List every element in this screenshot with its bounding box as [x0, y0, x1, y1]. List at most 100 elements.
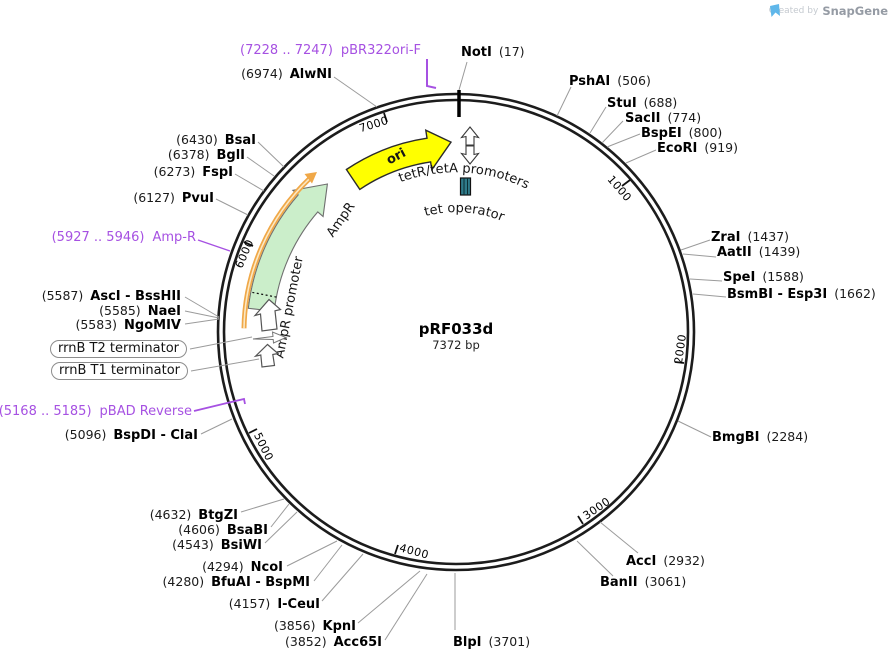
enzyme-pos: (3856)	[273, 618, 316, 633]
rrnb-t2-terminator-label[interactable]: rrnB T2 terminator	[50, 340, 187, 358]
enzyme-pos: (1439)	[758, 244, 801, 259]
enzyme-label-bspei[interactable]: BspEI (800)	[641, 125, 722, 141]
ampr-promoter-icon[interactable]	[253, 298, 282, 332]
enzyme-label-asci-bsshii[interactable]: (5587) AscI - BssHII	[42, 288, 181, 304]
enzyme-name: BspDI - ClaI	[113, 428, 198, 443]
ampr-arrow-shape[interactable]	[247, 183, 329, 312]
tet-promoters-icon[interactable]	[460, 126, 480, 165]
orf-arrow[interactable]	[241, 172, 317, 329]
ampr-label[interactable]: AmpR	[324, 200, 359, 240]
enzyme-label-sacii[interactable]: SacII (774)	[625, 110, 701, 126]
enzyme-label-pshai[interactable]: PshAI (506)	[569, 73, 651, 89]
tick-label-2000: 2000	[672, 333, 689, 365]
ampr-feature-arrow[interactable]	[247, 183, 329, 312]
enzyme-label-bspdi-clai[interactable]: (5096) BspDI - ClaI	[65, 427, 198, 443]
rrnb-t2-terminator-icon[interactable]	[252, 331, 288, 344]
primer-label-pbad-reverse[interactable]: (5168 .. 5185) pBAD Reverse	[0, 404, 192, 419]
enzyme-name: SpeI	[723, 270, 756, 285]
watermark-brand: SnapGene	[822, 4, 888, 18]
enzyme-label-zrai[interactable]: ZraI (1437)	[711, 229, 789, 245]
enzyme-name: KpnI	[322, 619, 356, 634]
orf-arc-inner	[243, 177, 311, 329]
enzyme-label-banii[interactable]: BanII (3061)	[600, 574, 686, 590]
enzyme-pos: (774)	[667, 110, 702, 125]
pointer-lines	[184, 61, 727, 641]
primer-name: pBAD Reverse	[99, 404, 192, 419]
enzyme-label-pvui[interactable]: (6127) PvuI	[133, 190, 214, 206]
enzyme-label-fspi[interactable]: (6273) FspI	[154, 164, 233, 180]
primer-range: (7228 .. 7247)	[240, 43, 333, 58]
enzyme-name: BmgBI	[712, 430, 760, 445]
enzyme-label-alwni[interactable]: (6974) AlwNI	[241, 66, 332, 82]
enzyme-name: BtgZI	[198, 508, 238, 523]
enzyme-pos: (1437)	[747, 229, 790, 244]
enzyme-name: ZraI	[711, 230, 741, 245]
enzyme-name: FspI	[202, 165, 233, 180]
enzyme-name: BlpI	[453, 635, 482, 650]
enzyme-label-bgli[interactable]: (6378) BglI	[168, 147, 245, 163]
primer-name: Amp-R	[152, 230, 196, 245]
tick-label-7000: 7000	[358, 114, 390, 135]
enzyme-label-acci[interactable]: AccI (2932)	[626, 553, 705, 569]
enzyme-pos: (6430)	[176, 132, 218, 147]
primer-label-pbr322ori-f[interactable]: (7228 .. 7247) pBR322ori-F	[240, 43, 421, 58]
enzyme-pos: (5096)	[64, 427, 107, 442]
enzyme-label-ecori[interactable]: EcoRI (919)	[657, 140, 738, 156]
enzyme-pos: (4157)	[228, 596, 271, 611]
enzyme-label-bsiwi[interactable]: (4543) BsiWI	[172, 537, 262, 553]
enzyme-pos: (3852)	[285, 634, 327, 649]
enzyme-pos: (1662)	[834, 286, 876, 301]
enzyme-label-ncoi[interactable]: (4294) NcoI	[202, 559, 283, 575]
enzyme-pos: (6378)	[167, 147, 210, 162]
enzyme-name: NcoI	[250, 560, 283, 575]
enzyme-label-bfuai-bspmi[interactable]: (4280) BfuAI - BspMI	[163, 574, 310, 590]
enzyme-label-naei[interactable]: (5585) NaeI	[99, 303, 181, 319]
enzyme-pos: (17)	[498, 44, 525, 59]
enzyme-label-bmgbi[interactable]: BmgBI (2284)	[712, 429, 808, 445]
enzyme-pos: (4543)	[172, 537, 214, 552]
enzyme-pos: (4632)	[149, 507, 192, 522]
enzyme-pos: (4606)	[178, 522, 220, 537]
enzyme-label-ngomiv[interactable]: (5583) NgoMIV	[75, 317, 181, 333]
ori-arrow-shape[interactable]	[345, 129, 453, 191]
rrnb-t1-terminator-icon[interactable]	[253, 343, 280, 368]
enzyme-pos: (3061)	[644, 574, 687, 589]
enzyme-label-bsai[interactable]: (6430) BsaI	[176, 132, 256, 148]
enzyme-name: SacII	[625, 111, 661, 126]
enzyme-name: NaeI	[147, 304, 181, 319]
enzyme-pos: (4280)	[162, 574, 205, 589]
enzyme-label-acc65i[interactable]: (3852) Acc65I	[285, 634, 382, 650]
enzyme-label-spei[interactable]: SpeI (1588)	[723, 269, 804, 285]
enzyme-label-btgzi[interactable]: (4632) BtgZI	[150, 507, 238, 523]
rrnb-t1-terminator-label[interactable]: rrnB T1 terminator	[51, 362, 188, 380]
enzyme-pos: (800)	[688, 125, 723, 140]
tet-operator-icon[interactable]	[459, 177, 472, 196]
enzyme-label-noti[interactable]: NotI (17)	[461, 44, 525, 60]
enzyme-label-stui[interactable]: StuI (688)	[607, 95, 677, 111]
primer-marks	[193, 59, 437, 412]
enzyme-name: BsiWI	[220, 538, 262, 553]
enzyme-label-aatii[interactable]: AatII (1439)	[717, 244, 800, 260]
enzyme-name: AccI	[626, 554, 657, 569]
enzyme-pos: (2932)	[663, 553, 705, 568]
enzyme-label-kpni[interactable]: (3856) KpnI	[274, 618, 356, 634]
backbone-inner-circle	[222, 98, 690, 566]
enzyme-pos: (4294)	[202, 559, 244, 574]
enzyme-pos: (5585)	[99, 303, 141, 318]
plasmid-backbone[interactable]	[216, 92, 696, 572]
primer-range: (5168 .. 5185)	[0, 404, 92, 419]
enzyme-name: Acc65I	[333, 635, 382, 650]
enzyme-label-blpi[interactable]: BlpI (3701)	[453, 634, 530, 650]
pbr322ori-f-tick[interactable]	[426, 59, 437, 89]
enzyme-label-bsmbi-esp3i[interactable]: BsmBI - Esp3I (1662)	[727, 286, 876, 302]
enzyme-label-bsabi[interactable]: (4606) BsaBI	[178, 522, 268, 538]
tet-operator-label[interactable]: tet operator	[423, 201, 507, 225]
enzyme-name: BsaI	[224, 133, 256, 148]
enzyme-pos: (2284)	[766, 429, 809, 444]
pbad-reverse-tick[interactable]	[193, 397, 246, 412]
watermark-created-by: Created by	[768, 6, 819, 16]
primer-label-amp-r[interactable]: (5927 .. 5946) Amp-R	[52, 230, 196, 245]
enzyme-label-i-ceui[interactable]: (4157) I-CeuI	[229, 596, 320, 612]
enzyme-name: BanII	[600, 575, 638, 590]
